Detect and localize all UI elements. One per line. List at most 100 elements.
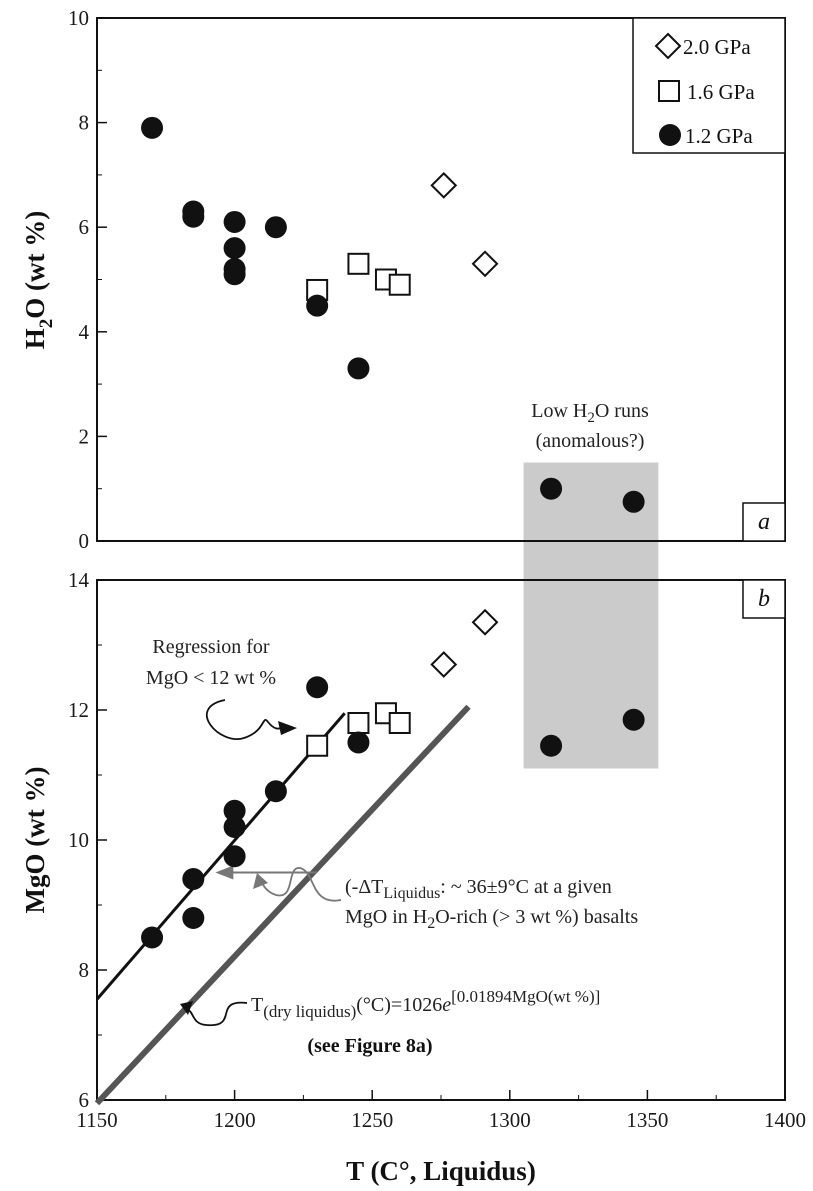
panel-a-y-tick-label: 10: [68, 6, 89, 30]
legend-label-2-0-gpa: 2.0 GPa: [683, 35, 751, 59]
panel-b-point: [540, 734, 563, 757]
legend-circle-marker: [659, 124, 681, 146]
panel-a-point: [540, 477, 563, 500]
panel-a-y-tick-label: 0: [79, 529, 90, 553]
low-h2o-sub: 2: [587, 410, 595, 426]
legend-label-1-6-gpa: 1.6 GPa: [687, 80, 755, 104]
panel-b-x-tick-label: 1150: [76, 1108, 117, 1132]
legend-square-marker: [658, 80, 680, 102]
equation-squiggle-arrow: [187, 1001, 248, 1026]
panel-b-point: [347, 712, 370, 734]
panel-b-marks: [141, 608, 645, 949]
panel-b-x-tick-label: 1200: [214, 1108, 256, 1132]
panel-b-x-tick-label: 1350: [626, 1108, 668, 1132]
panel-b-point: [430, 651, 458, 678]
panel-a-point: [471, 250, 499, 278]
panel-b-point: [347, 731, 370, 754]
panel-a-y-ticks: 0 2 4 6 8 10: [68, 6, 107, 553]
panel-b-tag: b: [758, 586, 770, 612]
delta-suffix: : ~ 36±9°C at a given: [440, 876, 611, 898]
panel-a-point: [223, 210, 246, 233]
see-figure-label: (see Figure 8a): [307, 1035, 432, 1057]
eq-e: e: [442, 994, 451, 1016]
panel-b-y-axis-title: MgO (wt %): [20, 767, 50, 914]
panel-a-point: [347, 357, 370, 380]
panel-a-y-tick-label: 6: [79, 215, 90, 239]
panel-b-x-tick-label: 1400: [764, 1108, 806, 1132]
delta-prefix: (-ΔT: [345, 876, 383, 898]
delta-sub: Liquidus: [383, 885, 440, 902]
y-title-h: H: [20, 328, 50, 349]
panel-b-y-tick-label: 12: [68, 698, 89, 722]
regression-squiggle-arrow: [206, 699, 291, 740]
panel-b-point: [622, 708, 645, 731]
eq-sub: (dry liquidus): [263, 1002, 356, 1021]
delta-t-label-line1: (-ΔTLiquidus: ~ 36±9°C at a given: [345, 876, 612, 902]
panel-b-point: [306, 734, 329, 757]
panel-a-y-axis-title: H2O (wt %): [20, 211, 57, 350]
panel-b-y-tick-label: 6: [79, 1088, 90, 1112]
delta-squiggle-arrow: [259, 867, 342, 902]
equation-arrowhead: [180, 1001, 193, 1015]
panel-b-x-tick-label: 1250: [351, 1108, 393, 1132]
panel-b-point: [223, 799, 246, 822]
panel-b-point: [182, 868, 205, 890]
panel-a-point: [622, 490, 645, 513]
panel-a-tag: a: [758, 509, 770, 535]
panel-a-point: [306, 294, 329, 317]
panel-a-point: [182, 205, 205, 228]
x-axis-title: T (C°, Liquidus): [346, 1156, 536, 1186]
panel-a-y-tick-label: 2: [79, 424, 90, 448]
y-title-sub: 2: [36, 319, 57, 329]
low-h2o-text-b: O runs: [595, 400, 649, 422]
regression-label-line1: Regression for: [152, 636, 270, 658]
panel-a-point: [347, 252, 370, 275]
eq-t: T: [251, 994, 263, 1016]
panel-a-point: [388, 273, 411, 296]
low-h2o-annotation-line1: Low H2O runs: [531, 400, 649, 426]
y-title-rest: O (wt %): [20, 211, 50, 319]
panel-b-ticks: 6 8 10 12 14 1150 1200 1250 1300 1350 1400: [68, 568, 806, 1132]
regression-arrowhead: [278, 721, 297, 735]
panel-b-tag-box: [742, 579, 786, 619]
panel-a-point: [430, 171, 458, 199]
panel-a-point: [264, 216, 287, 239]
dry-liquidus-line: [94, 704, 471, 1106]
panel-b-point: [264, 780, 287, 803]
panel-a-point: [223, 237, 246, 260]
panel-b-y-tick-label: 14: [68, 568, 90, 592]
panel-a-tag-box: [742, 502, 786, 542]
delta-squiggle-arrowhead: [253, 873, 268, 889]
panel-b-x-tick-label: 1300: [489, 1108, 531, 1132]
low-h2o-text-a: Low H: [531, 400, 587, 422]
legend-diamond-marker: [654, 32, 682, 60]
panel-a-point: [141, 116, 164, 139]
panel-a-y-tick-label: 4: [79, 320, 90, 344]
regression-line: [95, 712, 346, 1001]
panel-b-point: [471, 608, 499, 636]
panel-b-point: [306, 676, 329, 699]
regression-label-line2: MgO < 12 wt %: [146, 667, 276, 689]
legend-label-1-2-gpa: 1.2 GPa: [685, 124, 753, 148]
panel-b-y-tick-label: 8: [79, 958, 90, 982]
low-h2o-annotation-line2: (anomalous?): [536, 430, 645, 452]
delta2-a: MgO in H: [345, 906, 427, 928]
panel-b-y-tick-label: 10: [68, 828, 89, 852]
panel-a-marks: [141, 116, 645, 513]
eq-mid: (°C)=1026: [356, 994, 442, 1016]
panel-a-point: [223, 263, 246, 286]
dry-liquidus-equation: T(dry liquidus)(°C)=1026e[0.01894MgO(wt …: [251, 987, 600, 1021]
delta2-b: O-rich (> 3 wt %) basalts: [435, 906, 638, 928]
legend: 2.0 GPa 1.6 GPa 1.2 GPa: [632, 17, 786, 154]
panel-b-point: [141, 926, 164, 949]
eq-sup: [0.01894MgO(wt %)]: [451, 987, 600, 1006]
delta2-sub: 2: [427, 915, 435, 932]
delta-t-label-line2: MgO in H2O-rich (> 3 wt %) basalts: [345, 906, 638, 932]
panel-a-y-tick-label: 8: [79, 111, 90, 135]
panel-b-point: [223, 845, 246, 868]
panel-b-point: [182, 907, 205, 929]
panel-b-point: [388, 712, 411, 734]
delta-t-arrowhead: [215, 865, 234, 880]
panel-b-point: [223, 816, 246, 838]
